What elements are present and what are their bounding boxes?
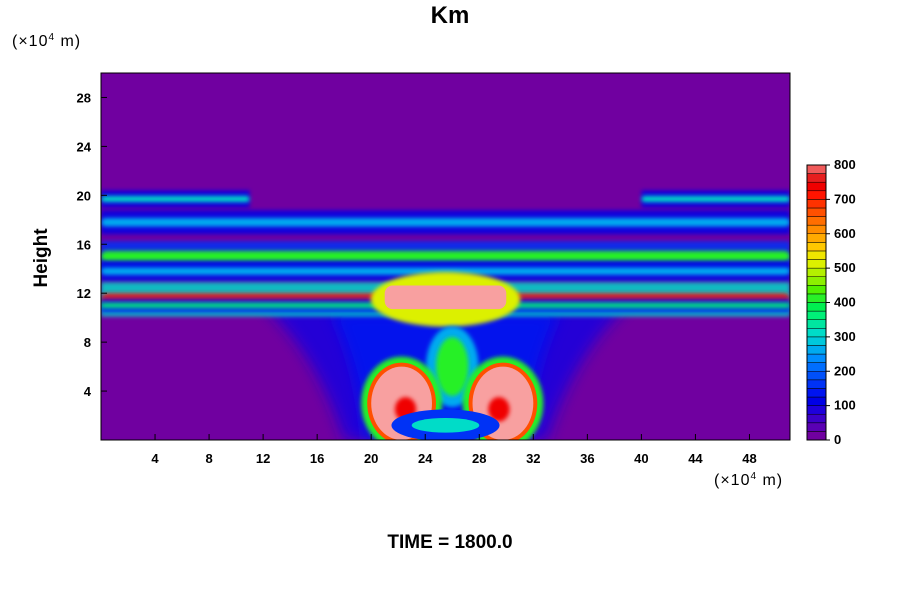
colorbar-segment xyxy=(806,164,827,174)
colorbar-segment xyxy=(806,250,827,260)
colorbar-segment xyxy=(806,362,827,372)
colorbar-segment xyxy=(806,422,827,432)
colorbar-tick-label: 300 xyxy=(834,329,856,344)
colorbar-segment xyxy=(806,319,827,329)
colorbar-segment xyxy=(806,259,827,269)
y-unit-exponent: 4 xyxy=(48,32,56,43)
colorbar-segment xyxy=(806,216,827,226)
colorbar-segment xyxy=(806,242,827,252)
x-tick-label: 28 xyxy=(472,451,486,466)
colorbar-segment xyxy=(806,413,827,424)
colorbar-segment xyxy=(806,431,827,441)
x-tick-label: 44 xyxy=(688,451,703,466)
plot-clip-group xyxy=(101,73,790,440)
x-unit-prefix: (×10 xyxy=(714,472,751,489)
y-unit-suffix: m) xyxy=(55,33,82,50)
colorbar-tick-label: 0 xyxy=(834,432,841,447)
lobe-right-core xyxy=(488,397,510,422)
band-z18 xyxy=(101,217,790,227)
colorbar-segment xyxy=(806,233,827,243)
colorbar: 0 100 200 300 400 500 600 700 800 xyxy=(806,157,856,447)
anvil-core xyxy=(384,285,507,310)
colorbar-segment xyxy=(806,345,827,355)
y-tick-label: 8 xyxy=(84,335,91,350)
x-tick-label: 16 xyxy=(310,451,324,466)
x-tick-label: 12 xyxy=(256,451,270,466)
colorbar-segment xyxy=(806,310,827,320)
colorbar-tick-label: 600 xyxy=(834,226,856,241)
colorbar-segment xyxy=(806,388,827,398)
x-tick-label: 36 xyxy=(580,451,594,466)
plot-frame-rect xyxy=(100,72,791,441)
y-tick-label: 20 xyxy=(77,188,91,203)
x-tick-label: 48 xyxy=(742,451,756,466)
colorbar-segment xyxy=(806,302,827,312)
y-tick-label: 24 xyxy=(77,139,92,154)
x-tick-label: 4 xyxy=(151,451,159,466)
band-z20-right xyxy=(641,195,790,203)
x-tick-label: 40 xyxy=(634,451,648,466)
colorbar-segment xyxy=(806,224,827,234)
colorbar-segment xyxy=(806,379,827,389)
updraft-green xyxy=(435,337,469,396)
x-unit-suffix: m) xyxy=(757,472,784,489)
colorbar-segment xyxy=(806,371,827,381)
time-label: TIME = 1800.0 xyxy=(387,532,513,553)
plot-frame xyxy=(100,72,791,441)
colorbar-segment xyxy=(806,181,827,192)
colorbar-segment xyxy=(806,199,827,209)
x-axis-unit: (×104 m) xyxy=(714,471,783,490)
y-tick-label: 28 xyxy=(77,90,91,105)
colorbar-tick-label: 700 xyxy=(834,191,856,206)
colorbar-tick-label: 100 xyxy=(834,398,856,413)
colorbar-segment xyxy=(806,328,827,338)
colorbar-tick-label: 200 xyxy=(834,363,856,378)
band-z15 xyxy=(101,250,790,263)
colorbar-segment xyxy=(806,285,827,295)
colorbar-segment xyxy=(806,336,827,346)
chart-title: Km xyxy=(430,2,470,29)
colorbar-segment xyxy=(806,267,827,277)
x-tick-label: 8 xyxy=(205,451,212,466)
colorbar-segment xyxy=(806,396,827,406)
colorbar-segment xyxy=(806,293,827,303)
colorbar-tick-label: 800 xyxy=(834,157,856,172)
band-z13_8 xyxy=(101,267,790,275)
band-z20-left xyxy=(101,195,250,203)
colorbar-tick-label: 400 xyxy=(834,295,856,310)
colorbar-segment xyxy=(806,173,827,183)
y-unit-prefix: (×10 xyxy=(12,33,49,50)
colorbar-tick-label: 500 xyxy=(834,260,856,275)
x-unit-exponent: 4 xyxy=(750,471,758,482)
plot-area xyxy=(101,73,790,440)
surface-core-inner xyxy=(411,417,480,433)
y-tick-label: 16 xyxy=(77,237,91,252)
colorbar-segment xyxy=(806,207,827,217)
y-tick-label: 12 xyxy=(77,286,91,301)
x-tick-label: 20 xyxy=(364,451,378,466)
colorbar-segment xyxy=(806,405,827,415)
x-tick-label: 32 xyxy=(526,451,540,466)
x-tick-label: 24 xyxy=(418,451,433,466)
y-tick-label: 4 xyxy=(84,384,92,399)
colorbar-segment xyxy=(806,353,827,363)
y-axis-unit: (×104 m) xyxy=(12,32,81,51)
colorbar-segment xyxy=(806,190,827,200)
colorbar-segment xyxy=(806,276,827,286)
